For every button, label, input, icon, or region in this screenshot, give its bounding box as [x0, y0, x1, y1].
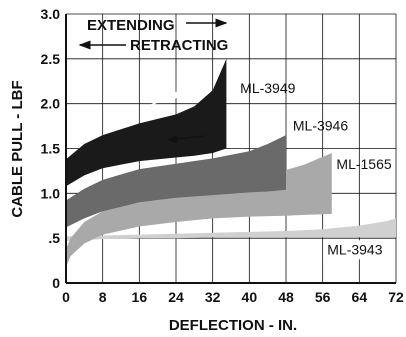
series-label-ml-3946: ML-3946 [293, 118, 348, 134]
x-tick-label: 8 [99, 289, 107, 305]
annotations: EXTENDING RETRACTING [78, 17, 228, 143]
x-tick-label: 56 [315, 289, 331, 305]
series-label-background [323, 240, 394, 260]
y-tick-labels: 0 .5 1.0 1.5 2.0 2.5 3.0 [41, 6, 61, 291]
series-label-ml-1565: ML-1565 [336, 156, 391, 172]
x-tick-label: 48 [278, 289, 294, 305]
y-tick-label: 0 [52, 275, 60, 291]
y-tick-label: 3.0 [41, 6, 61, 22]
x-tick-label: 64 [352, 289, 368, 305]
x-tick-label: 0 [62, 289, 70, 305]
x-tick-label: 16 [132, 289, 148, 305]
band-extending-arrow [145, 91, 184, 108]
y-axis-title: CABLE PULL - LBF [9, 80, 26, 217]
series-band-ml-3943 [66, 218, 396, 241]
x-tick-label: 32 [205, 289, 221, 305]
x-tick-label: 72 [388, 289, 404, 305]
x-tick-labels: 0 8 16 24 32 40 48 56 64 72 [62, 289, 404, 305]
y-tick-label: 2.0 [41, 96, 61, 112]
series-labels: ML-3943 ML-1565 ML-3946 ML-3949 [240, 80, 394, 260]
x-tick-label: 24 [168, 289, 184, 305]
series-bands [66, 58, 396, 267]
x-axis-title: DEFLECTION - IN. [169, 317, 297, 334]
annotation-retracting: RETRACTING [130, 37, 228, 54]
y-tick-label: 1.0 [41, 185, 61, 201]
y-tick-label: 1.5 [41, 141, 61, 157]
series-band-ml-3946 [66, 135, 286, 228]
axes [65, 14, 396, 284]
series-band-ml-3949 [66, 58, 227, 187]
series-label-ml-3949: ML-3949 [240, 80, 295, 96]
series-label-ml-3943: ML-3943 [327, 241, 382, 257]
annotation-extending: EXTENDING [87, 17, 175, 34]
y-tick-label: 2.5 [41, 51, 61, 67]
x-tick-label: 40 [242, 289, 258, 305]
band-retracting-arrow [166, 135, 205, 143]
y-tick-label: .5 [48, 230, 60, 246]
